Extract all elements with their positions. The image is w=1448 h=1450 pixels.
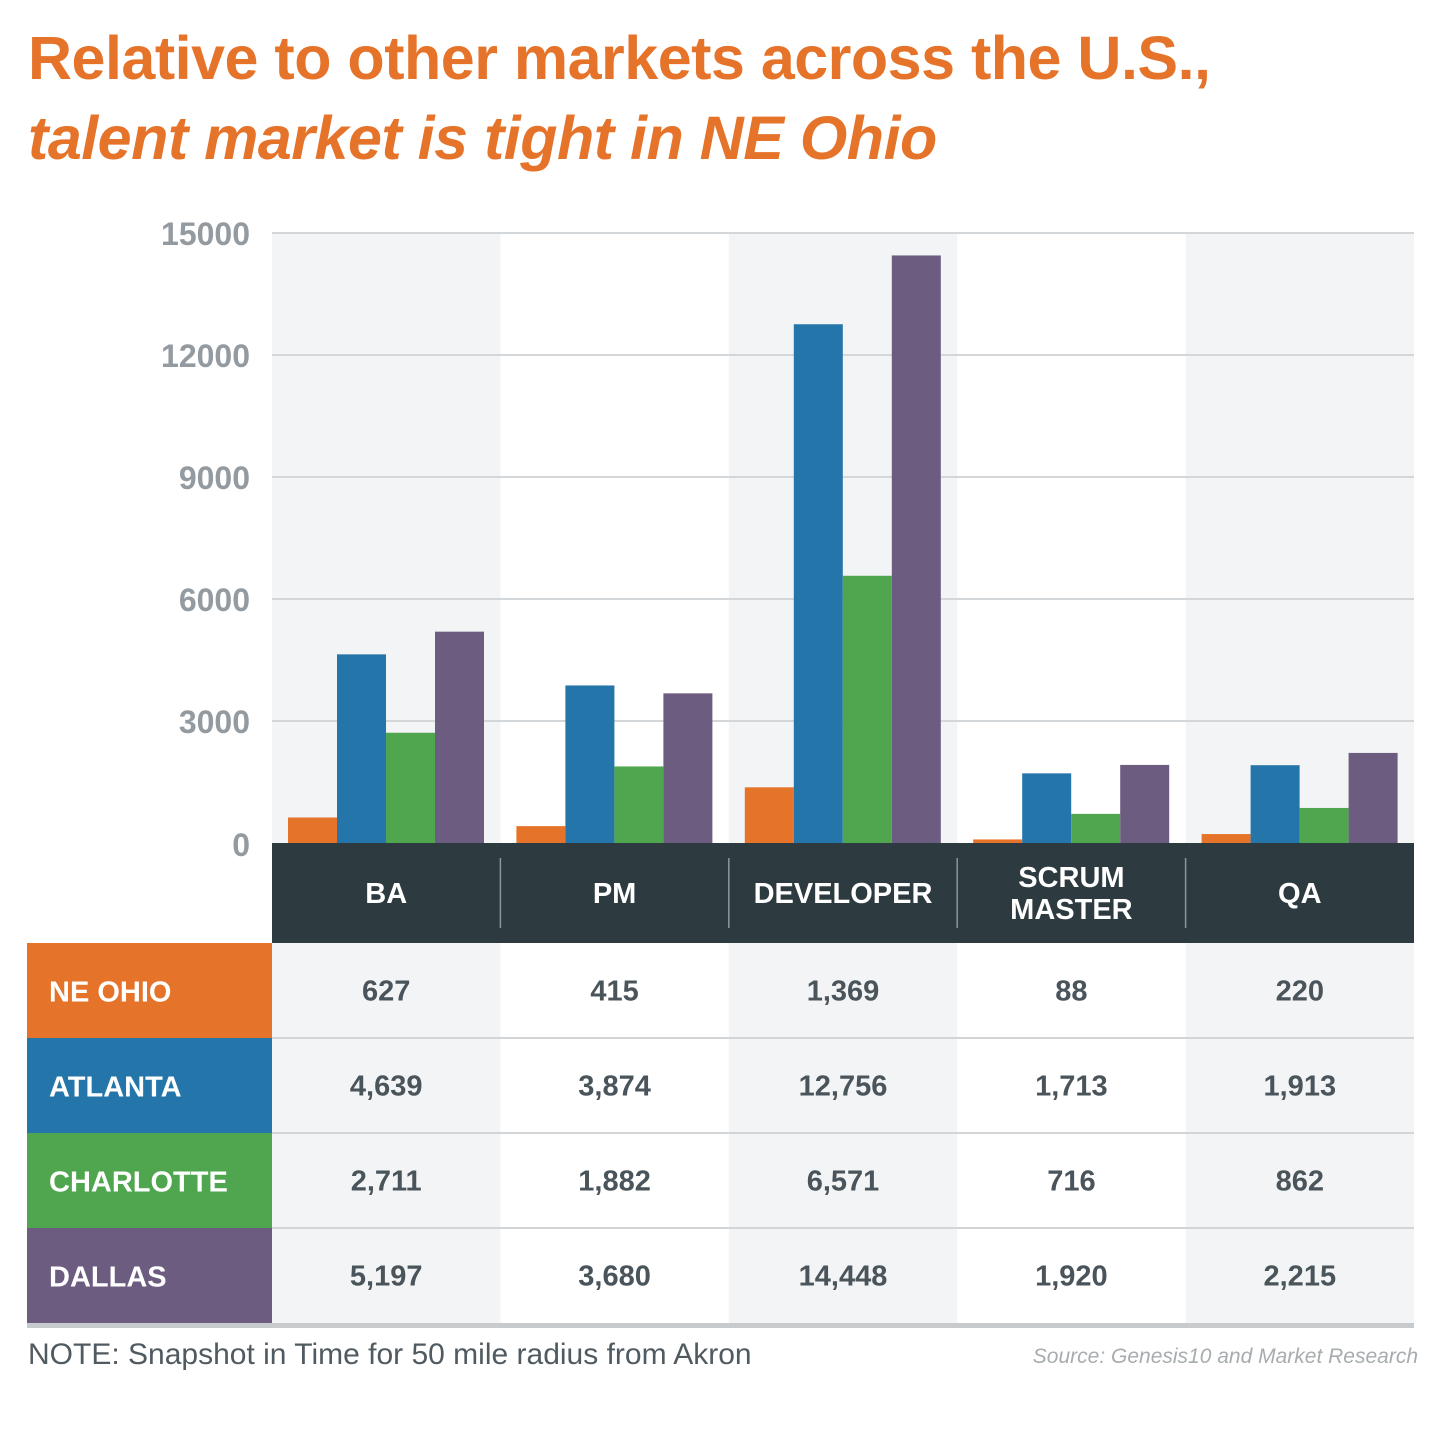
y-tick-label: 3000 [179, 704, 250, 740]
legend-label: CHARLOTTE [49, 1167, 228, 1199]
data-label: 2,711 [351, 1166, 422, 1198]
data-label: 6,571 [807, 1166, 880, 1198]
data-label: 862 [1276, 1166, 1324, 1198]
legend-swatch [27, 1228, 272, 1323]
bar [337, 654, 386, 843]
bar [1022, 773, 1072, 843]
bar [614, 766, 664, 843]
bar [793, 324, 843, 844]
y-tick-label: 12000 [161, 338, 250, 374]
category-label: MASTER [1010, 894, 1133, 926]
bar [891, 255, 941, 843]
data-label: 12,756 [799, 1071, 888, 1103]
bar [435, 631, 484, 843]
table-header [272, 843, 1414, 943]
bar [516, 826, 566, 843]
y-tick-label: 15000 [161, 216, 250, 252]
legend-label: ATLANTA [49, 1072, 182, 1104]
bar [1299, 807, 1349, 843]
title-line-1: Relative to other markets across the U.S… [28, 24, 1211, 92]
bar [663, 693, 713, 843]
category-label: DEVELOPER [754, 878, 933, 910]
category-label: QA [1278, 878, 1322, 910]
data-label: 3,680 [578, 1261, 651, 1293]
data-label: 627 [362, 976, 410, 1008]
title-line-2: talent market is tight in NE Ohio [28, 104, 937, 172]
legend-swatch [27, 1133, 272, 1228]
data-label: 2,215 [1264, 1261, 1337, 1293]
data-label: 1,920 [1035, 1261, 1108, 1293]
bar [1201, 834, 1251, 843]
data-label: 4,639 [350, 1071, 423, 1103]
data-label: 716 [1047, 1166, 1095, 1198]
bar [386, 732, 435, 843]
bar [1250, 765, 1300, 843]
bar [1071, 813, 1121, 843]
bar [744, 787, 794, 843]
bar [288, 817, 337, 843]
data-label: 1,713 [1035, 1071, 1108, 1103]
legend-swatch [27, 1038, 272, 1133]
bar [1348, 752, 1398, 843]
data-label: 1,369 [807, 976, 880, 1008]
data-label: 1,913 [1264, 1071, 1337, 1103]
bar [1120, 764, 1170, 843]
y-tick-label: 9000 [179, 460, 250, 496]
category-label: SCRUM [1018, 862, 1124, 894]
category-label: BA [365, 878, 407, 910]
data-label: 14,448 [799, 1261, 888, 1293]
source-text: Source: Genesis10 and Market Research [1032, 1345, 1418, 1368]
data-label: 88 [1055, 976, 1087, 1008]
legend-label: NE OHIO [49, 977, 171, 1009]
note-text: NOTE: Snapshot in Time for 50 mile radiu… [28, 1338, 752, 1371]
data-label: 3,874 [578, 1071, 651, 1103]
legend-label: DALLAS [49, 1262, 167, 1294]
data-label: 5,197 [350, 1261, 423, 1293]
y-tick-label: 0 [232, 827, 250, 863]
bar [565, 685, 615, 843]
y-tick-label: 6000 [179, 582, 250, 618]
data-label: 1,882 [578, 1166, 651, 1198]
legend-swatch [27, 943, 272, 1038]
bar [842, 575, 892, 843]
data-label: 220 [1276, 976, 1324, 1008]
bar [973, 839, 1023, 843]
data-label: 415 [590, 976, 638, 1008]
category-label: PM [593, 878, 637, 910]
table-bottom-rule [27, 1323, 1414, 1328]
chart-title: Relative to other markets across the U.S… [28, 18, 1428, 178]
